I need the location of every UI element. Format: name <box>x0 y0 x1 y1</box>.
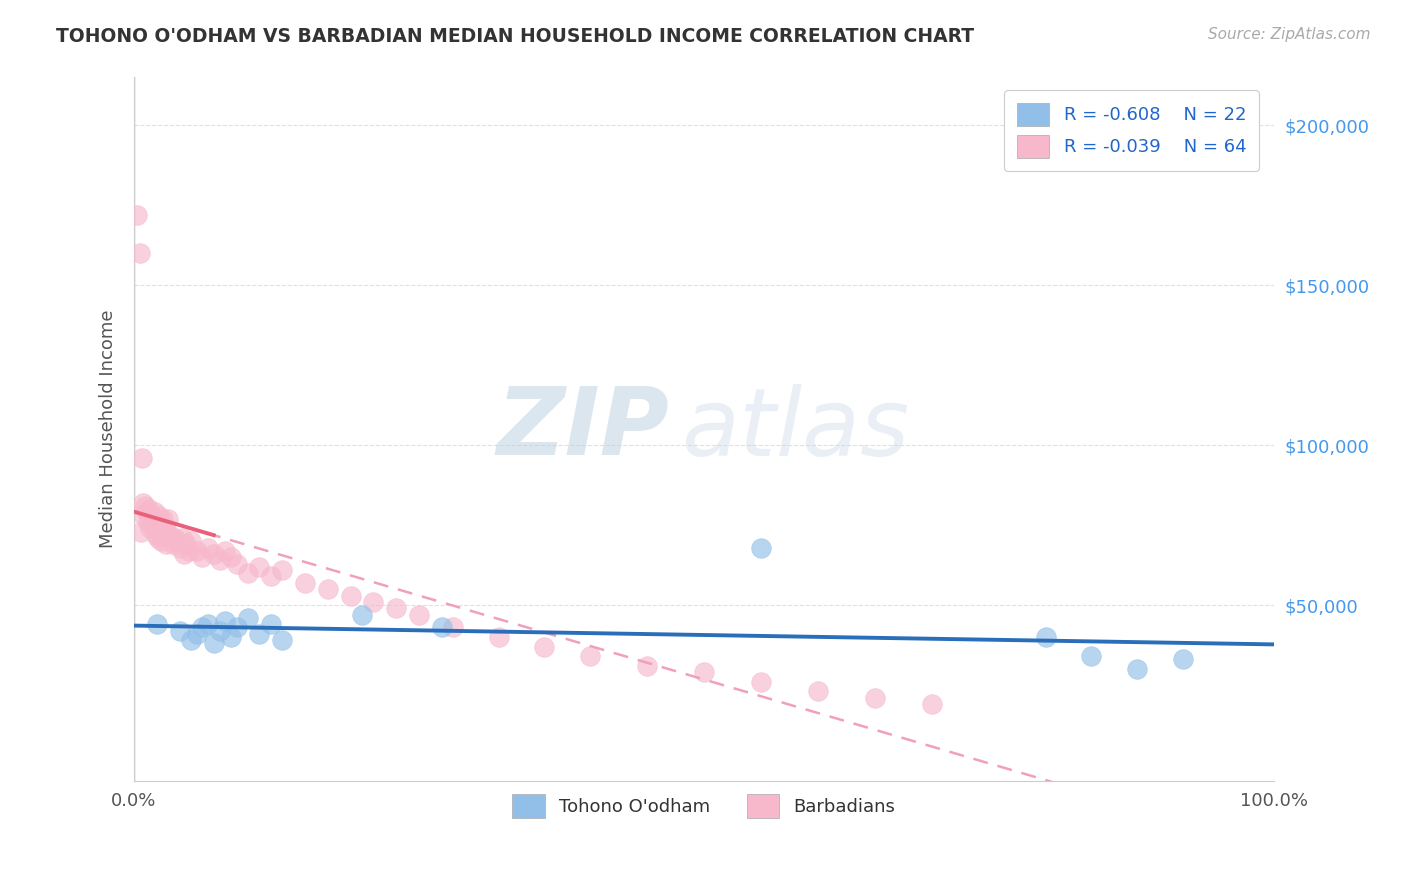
Point <box>132 496 155 510</box>
Point <box>131 450 153 465</box>
Point <box>146 518 169 533</box>
Point <box>219 550 242 565</box>
Point <box>152 512 174 526</box>
Point <box>197 617 219 632</box>
Point <box>177 543 200 558</box>
Point <box>153 521 176 535</box>
Point <box>202 636 225 650</box>
Text: Source: ZipAtlas.com: Source: ZipAtlas.com <box>1208 27 1371 42</box>
Point <box>363 595 385 609</box>
Legend: Tohono O'odham, Barbadians: Tohono O'odham, Barbadians <box>505 787 903 825</box>
Point <box>225 620 247 634</box>
Point <box>488 630 510 644</box>
Text: atlas: atlas <box>681 384 910 475</box>
Point <box>136 515 159 529</box>
Y-axis label: Median Household Income: Median Household Income <box>100 310 117 549</box>
Point <box>1171 652 1194 666</box>
Point <box>236 611 259 625</box>
Point <box>350 607 373 622</box>
Point <box>247 627 270 641</box>
Point <box>152 527 174 541</box>
Point <box>385 601 408 615</box>
Point <box>155 537 177 551</box>
Point <box>166 534 188 549</box>
Point <box>191 550 214 565</box>
Point <box>148 508 170 523</box>
Point <box>208 553 231 567</box>
Point <box>127 208 149 222</box>
Point <box>176 537 198 551</box>
Point <box>225 557 247 571</box>
Point <box>408 607 430 622</box>
Point <box>214 543 236 558</box>
Point <box>1080 649 1102 664</box>
Point <box>214 614 236 628</box>
Point <box>139 521 162 535</box>
Point <box>749 541 772 555</box>
Point <box>146 617 169 632</box>
Point <box>271 563 294 577</box>
Point <box>150 534 173 549</box>
Point <box>180 534 202 549</box>
Point <box>135 505 157 519</box>
Point <box>316 582 339 596</box>
Point <box>533 640 555 654</box>
Text: ZIP: ZIP <box>496 384 669 475</box>
Point <box>191 620 214 634</box>
Point <box>170 531 193 545</box>
Point <box>863 690 886 705</box>
Point <box>219 630 242 644</box>
Point <box>165 531 187 545</box>
Point <box>260 617 283 632</box>
Point <box>271 633 294 648</box>
Point <box>441 620 464 634</box>
Point <box>129 524 152 539</box>
Point <box>143 505 166 519</box>
Point <box>921 698 943 712</box>
Point <box>202 547 225 561</box>
Point <box>636 658 658 673</box>
Point <box>294 575 316 590</box>
Point <box>169 624 191 638</box>
Point <box>180 633 202 648</box>
Point <box>247 559 270 574</box>
Point <box>339 589 361 603</box>
Point <box>186 627 208 641</box>
Point <box>134 508 156 523</box>
Point <box>173 547 195 561</box>
Point <box>693 665 716 680</box>
Text: TOHONO O'ODHAM VS BARBADIAN MEDIAN HOUSEHOLD INCOME CORRELATION CHART: TOHONO O'ODHAM VS BARBADIAN MEDIAN HOUSE… <box>56 27 974 45</box>
Point <box>1035 630 1057 644</box>
Point <box>260 569 283 583</box>
Point <box>197 541 219 555</box>
Point <box>138 502 160 516</box>
Point <box>186 543 208 558</box>
Point <box>142 518 165 533</box>
Point <box>1126 662 1149 676</box>
Point <box>146 531 169 545</box>
Point <box>159 527 181 541</box>
Point <box>162 537 184 551</box>
Point <box>141 515 163 529</box>
Point <box>145 527 167 541</box>
Point <box>128 246 150 260</box>
Point <box>749 674 772 689</box>
Point <box>139 508 162 523</box>
Point <box>807 684 830 698</box>
Point <box>149 524 172 539</box>
Point <box>430 620 453 634</box>
Point <box>579 649 602 664</box>
Point <box>208 624 231 638</box>
Point <box>169 541 191 555</box>
Point <box>157 512 180 526</box>
Point <box>236 566 259 581</box>
Point <box>134 499 156 513</box>
